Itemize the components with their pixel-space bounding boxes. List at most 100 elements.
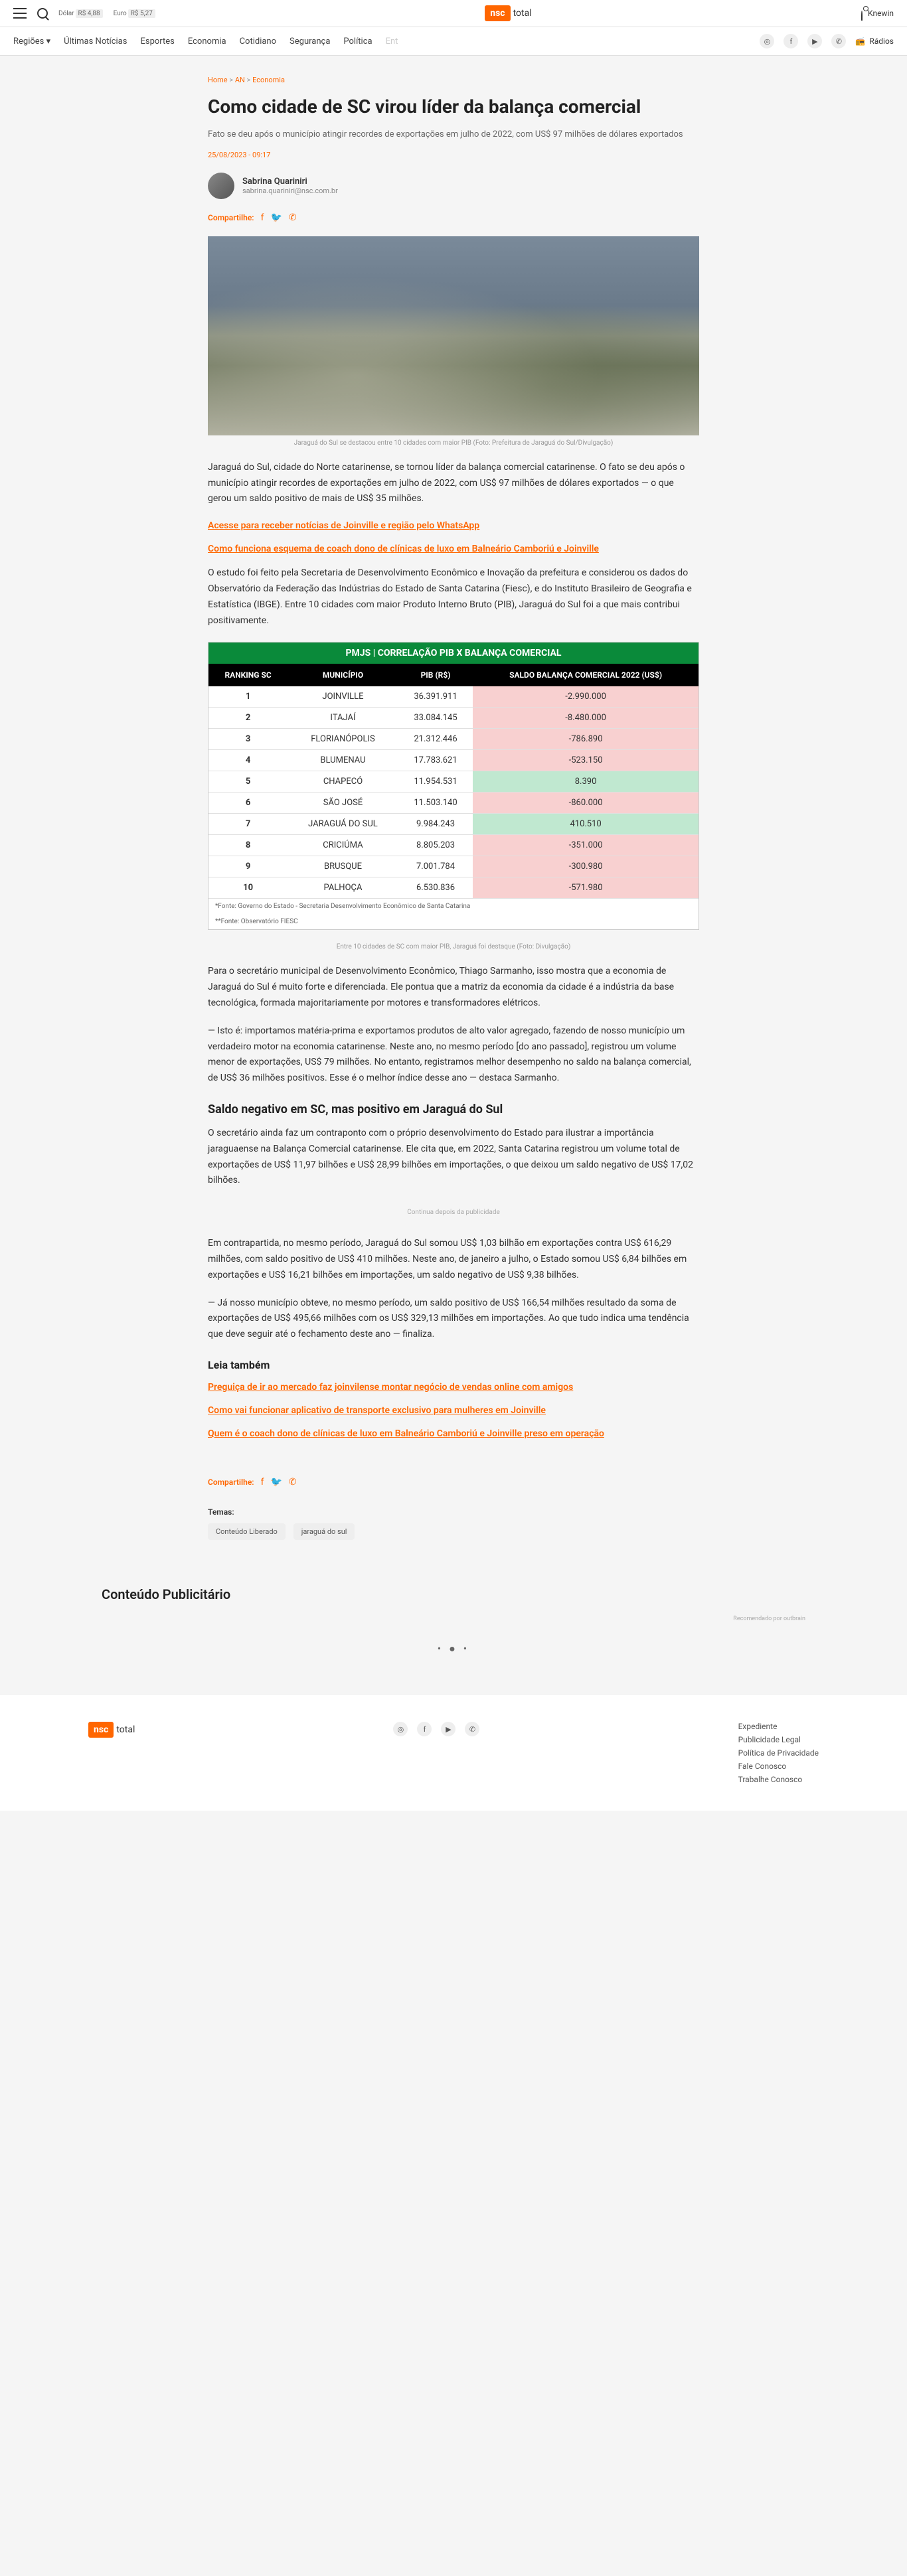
footer-link[interactable]: Publicidade Legal: [738, 1735, 819, 1744]
section-heading: Saldo negativo em SC, mas positivo em Ja…: [208, 1102, 699, 1116]
user-icon: [861, 11, 863, 21]
navbar: Regiões ▾ Últimas Notícias Esportes Econ…: [0, 27, 907, 56]
nav-item[interactable]: Cotidiano: [240, 37, 276, 46]
youtube-icon[interactable]: ▶: [807, 34, 822, 48]
footer-link[interactable]: Fale Conosco: [738, 1762, 819, 1771]
currency-euro: EuroR$ 5,27: [114, 10, 155, 17]
table-row: 3FLORIANÓPOLIS21.312.446-786.890: [208, 729, 699, 750]
username: Knewin: [868, 9, 894, 18]
related-heading: Leia também: [208, 1359, 699, 1371]
nav-item[interactable]: Esportes: [140, 37, 174, 46]
tags-row: Temas: Conteúdo Liberado jaraguá do sul: [208, 1507, 699, 1540]
table-row: 1JOINVILLE36.391.911-2.990.000: [208, 686, 699, 708]
tag[interactable]: jaraguá do sul: [293, 1523, 355, 1540]
share-whatsapp-icon[interactable]: ✆: [289, 1477, 297, 1487]
hero-caption: Jaraguá do Sul se destacou entre 10 cida…: [208, 439, 699, 447]
whatsapp-icon[interactable]: ✆: [465, 1722, 479, 1736]
user-area[interactable]: Knewin: [861, 9, 894, 18]
menu-icon[interactable]: [13, 8, 27, 19]
th-pib: PIB (R$): [398, 664, 473, 686]
instagram-icon[interactable]: ◎: [393, 1722, 408, 1736]
youtube-icon[interactable]: ▶: [441, 1722, 455, 1736]
author-avatar: [208, 173, 234, 199]
footer-link[interactable]: Trabalhe Conosco: [738, 1775, 819, 1784]
search-icon[interactable]: [37, 8, 48, 19]
footer-links: Expediente Publicidade Legal Política de…: [738, 1722, 819, 1784]
breadcrumb-home[interactable]: Home: [208, 76, 228, 84]
table-footer: **Fonte: Observatório FIESC: [208, 914, 699, 929]
paragraph: Em contrapartida, no mesmo período, Jara…: [208, 1236, 699, 1283]
paragraph: — Isto é: importamos matéria-prima e exp…: [208, 1023, 699, 1087]
table-row: 5CHAPECÓ11.954.5318.390: [208, 771, 699, 793]
table-row: 7JARAGUÁ DO SUL9.984.243410.510: [208, 814, 699, 835]
table-footer: *Fonte: Governo do Estado - Secretaria D…: [208, 899, 699, 914]
hero-image: [208, 236, 699, 435]
article-subtitle: Fato se deu após o município atingir rec…: [208, 128, 699, 141]
breadcrumb-cat[interactable]: Economia: [252, 76, 285, 84]
site-logo[interactable]: nsc total: [485, 5, 531, 21]
currency-dollar: DólarR$ 4,88: [58, 10, 103, 17]
article-title: Como cidade de SC virou líder da balança…: [208, 95, 699, 119]
th-saldo: SALDO BALANÇA COMERCIAL 2022 (US$): [473, 664, 699, 686]
related-link[interactable]: Preguiça de ir ao mercado faz joinvilens…: [208, 1381, 699, 1395]
nav-item[interactable]: Segurança: [289, 37, 330, 46]
table-title: PMJS | CORRELAÇÃO PIB X BALANÇA COMERCIA…: [208, 643, 699, 664]
author-email: sabrina.quariniri@nsc.com.br: [242, 187, 338, 195]
inline-link[interactable]: Como funciona esquema de coach dono de c…: [208, 542, 699, 556]
paragraph: Jaraguá do Sul, cidade do Norte catarine…: [208, 460, 699, 507]
table-row: 8CRICIÚMA8.805.203-351.000: [208, 835, 699, 856]
pib-table: PMJS | CORRELAÇÃO PIB X BALANÇA COMERCIA…: [208, 642, 699, 930]
footer-link[interactable]: Expediente: [738, 1722, 819, 1731]
share-label: Compartilhe:: [208, 1477, 254, 1487]
share-row-bottom: Compartilhe: f 🐦 ✆: [208, 1477, 699, 1487]
share-facebook-icon[interactable]: f: [261, 212, 264, 223]
share-facebook-icon[interactable]: f: [261, 1477, 264, 1487]
footer-social: ◎ f ▶ ✆: [393, 1722, 479, 1736]
table-row: 6SÃO JOSÉ11.503.140-860.000: [208, 793, 699, 814]
inline-link[interactable]: Acesse para receber notícias de Joinvill…: [208, 519, 699, 533]
radios-button[interactable]: 📻 Rádios: [855, 37, 894, 46]
ad-label: Continua depois da publicidade: [208, 1209, 699, 1216]
facebook-icon[interactable]: f: [417, 1722, 432, 1736]
instagram-icon[interactable]: ◎: [760, 34, 774, 48]
whatsapp-icon[interactable]: ✆: [831, 34, 846, 48]
share-label: Compartilhe:: [208, 213, 254, 222]
share-twitter-icon[interactable]: 🐦: [270, 1477, 282, 1487]
article-container: Home > AN > Economia Como cidade de SC v…: [195, 56, 712, 1560]
table-row: 9BRUSQUE7.001.784-300.980: [208, 856, 699, 877]
tag[interactable]: Conteúdo Liberado: [208, 1523, 286, 1540]
paragraph: — Já nosso município obteve, no mesmo pe…: [208, 1296, 699, 1343]
related-link[interactable]: Como vai funcionar aplicativo de transpo…: [208, 1404, 699, 1418]
nav-links: Regiões ▾ Últimas Notícias Esportes Econ…: [13, 37, 398, 46]
nav-item[interactable]: Últimas Notícias: [64, 37, 127, 46]
author-name: Sabrina Quariniri: [242, 177, 338, 187]
table-row: 4BLUMENAU17.783.621-523.150: [208, 750, 699, 771]
nav-item[interactable]: Política: [343, 37, 372, 46]
tags-label: Temas:: [208, 1507, 699, 1517]
breadcrumb: Home > AN > Economia: [208, 76, 699, 84]
paragraph: O estudo foi feito pela Secretaria de De…: [208, 566, 699, 629]
topbar-left: DólarR$ 4,88 EuroR$ 5,27: [13, 8, 155, 19]
nav-item[interactable]: Economia: [188, 37, 226, 46]
footer-logo[interactable]: nsc total: [88, 1722, 135, 1738]
facebook-icon[interactable]: f: [783, 34, 798, 48]
breadcrumb-cat[interactable]: AN: [235, 76, 245, 84]
paragraph: O secretário ainda faz um contraponto co…: [208, 1126, 699, 1189]
th-rank: RANKING SC: [208, 664, 288, 686]
share-whatsapp-icon[interactable]: ✆: [289, 212, 297, 223]
site-footer: nsc total ◎ f ▶ ✆ Expediente Publicidade…: [0, 1695, 907, 1811]
outbrain-label: Recomendado por outbrain: [88, 1616, 819, 1629]
footer-link[interactable]: Política de Privacidade: [738, 1748, 819, 1758]
table-caption: Entre 10 cidades de SC com maior PIB, Ja…: [208, 943, 699, 950]
share-twitter-icon[interactable]: 🐦: [270, 212, 282, 223]
nav-item[interactable]: Regiões ▾: [13, 37, 50, 46]
table-row: 2ITAJAÍ33.084.145-8.480.000: [208, 708, 699, 729]
topbar: DólarR$ 4,88 EuroR$ 5,27 nsc total Knewi…: [0, 0, 907, 27]
sponsored-heading: Conteúdo Publicitário: [88, 1586, 819, 1602]
author-row: Sabrina Quariniri sabrina.quariniri@nsc.…: [208, 173, 699, 199]
related-link[interactable]: Quem é o coach dono de clínicas de luxo …: [208, 1427, 699, 1441]
loading-dots: • ● •: [0, 1629, 907, 1669]
nav-right: ◎ f ▶ ✆ 📻 Rádios: [760, 34, 894, 48]
nav-item[interactable]: Ent: [386, 37, 398, 46]
share-row: Compartilhe: f 🐦 ✆: [208, 212, 699, 223]
